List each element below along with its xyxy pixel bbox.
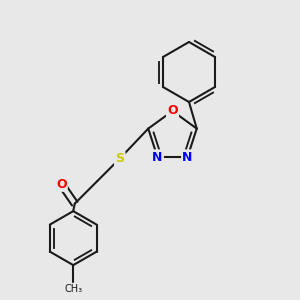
Text: O: O bbox=[56, 178, 67, 190]
Text: N: N bbox=[182, 151, 193, 164]
Text: S: S bbox=[115, 152, 124, 165]
Text: O: O bbox=[167, 104, 178, 118]
Text: N: N bbox=[152, 151, 163, 164]
Text: CH₃: CH₃ bbox=[64, 284, 82, 294]
